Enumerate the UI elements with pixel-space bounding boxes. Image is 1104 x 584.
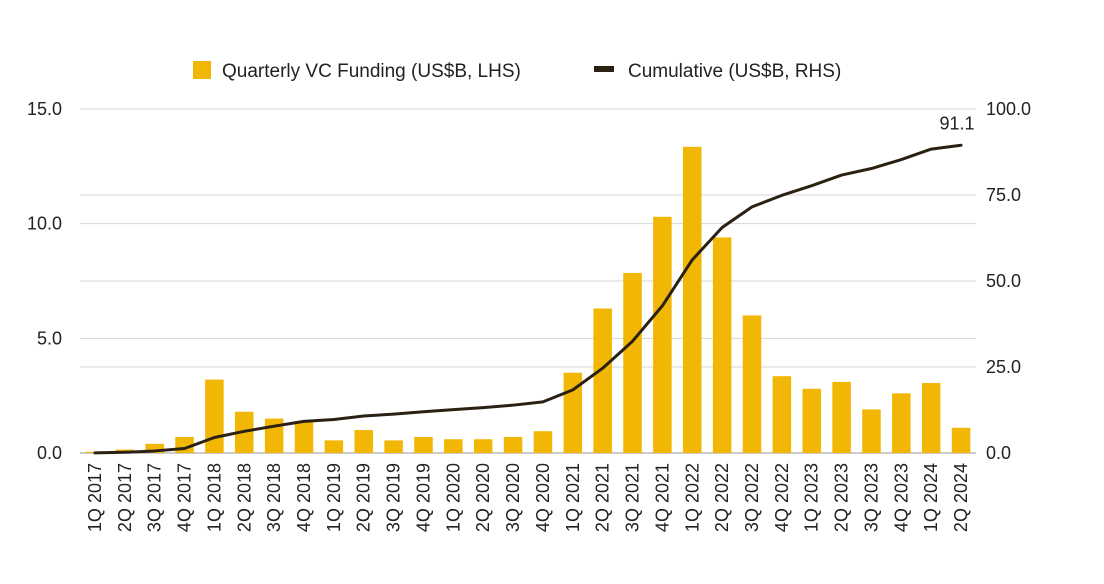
- bar-1q-2023: [802, 388, 821, 453]
- data-label: 91.1: [940, 114, 975, 134]
- x-tick-label: 1Q 2018: [204, 463, 224, 532]
- x-tick-label: 4Q 2018: [294, 463, 314, 532]
- x-tick-label: 2Q 2023: [832, 463, 852, 532]
- x-tick-label: 3Q 2018: [264, 463, 284, 532]
- legend-bar-swatch: [193, 61, 211, 79]
- bar-series: [85, 146, 971, 453]
- gridlines: [80, 108, 976, 454]
- x-tick-label: 4Q 2019: [413, 463, 433, 532]
- bar-2q-2019: [354, 430, 373, 453]
- x-tick-label: 1Q 2023: [802, 463, 822, 532]
- bar-2q-2020: [473, 439, 493, 453]
- legend: Quarterly VC Funding (US$B, LHS) Cumulat…: [193, 61, 841, 82]
- bar-3q-2020: [503, 436, 523, 453]
- cumulative-line: [93, 143, 963, 455]
- bar-2q-2024: [951, 427, 971, 453]
- legend-line-label: Cumulative (US$B, RHS): [628, 61, 841, 82]
- x-tick-label: 4Q 2020: [533, 463, 553, 532]
- x-tick-label: 1Q 2021: [563, 463, 583, 532]
- left-tick-label: 5.0: [37, 328, 62, 348]
- left-tick-label: 15.0: [27, 99, 62, 119]
- x-tick-label: 2Q 2020: [473, 463, 493, 532]
- x-tick-label: 3Q 2022: [742, 463, 762, 532]
- x-tick-label: 2Q 2017: [115, 463, 135, 532]
- x-tick-label: 1Q 2024: [921, 463, 941, 532]
- bar-1q-2022: [683, 146, 702, 453]
- bar-1q-2024: [921, 383, 941, 453]
- x-tick-label: 4Q 2021: [652, 463, 672, 532]
- x-tick-label: 4Q 2022: [772, 463, 792, 532]
- bar-4q-2021: [653, 216, 672, 453]
- legend-line-swatch: [594, 66, 614, 72]
- bar-3q-2019: [384, 440, 403, 453]
- x-tick-label: 1Q 2017: [85, 463, 105, 532]
- line-series: [93, 143, 963, 455]
- x-tick-label: 3Q 2020: [503, 463, 523, 532]
- x-tick-label: 2Q 2024: [951, 463, 971, 532]
- right-tick-label: 100.0: [986, 99, 1031, 119]
- bar-3q-2023: [862, 409, 881, 453]
- x-tick-label: 1Q 2022: [682, 463, 702, 532]
- x-tick-label: 2Q 2018: [234, 463, 254, 532]
- bar-2q-2023: [832, 381, 851, 453]
- bar-4q-2020: [533, 431, 553, 453]
- x-tick-label: 3Q 2019: [384, 463, 404, 532]
- x-tick-label: 2Q 2019: [354, 463, 374, 532]
- right-y-axis: 0.0 25.0 50.0 75.0 100.0: [986, 99, 1031, 463]
- bar-3q-2017: [145, 443, 164, 453]
- left-tick-label: 0.0: [37, 443, 62, 463]
- right-tick-label: 0.0: [986, 443, 1011, 463]
- bar-1q-2019: [324, 440, 344, 453]
- x-tick-label: 2Q 2022: [712, 463, 732, 532]
- x-tick-label: 1Q 2020: [443, 463, 463, 532]
- legend-bar-label: Quarterly VC Funding (US$B, LHS): [222, 61, 521, 82]
- right-tick-label: 50.0: [986, 271, 1021, 291]
- bar-2q-2021: [593, 308, 612, 453]
- left-tick-label: 10.0: [27, 214, 62, 234]
- x-tick-label: 2Q 2021: [593, 463, 613, 532]
- right-tick-label: 75.0: [986, 185, 1021, 205]
- bar-4q-2023: [892, 393, 911, 453]
- bar-4q-2019: [414, 436, 433, 453]
- bar-2q-2022: [712, 237, 732, 453]
- bar-3q-2022: [742, 315, 762, 453]
- x-axis: 1Q 2017 2Q 2017 3Q 2017 4Q 2017 1Q 2018 2Q 20…: [85, 463, 971, 532]
- x-tick-label: 3Q 2017: [145, 463, 165, 532]
- x-tick-label: 4Q 2023: [891, 463, 911, 532]
- left-y-axis: 0.0 5.0 10.0 15.0: [27, 99, 62, 463]
- bar-1q-2018: [205, 379, 224, 453]
- x-tick-label: 3Q 2021: [623, 463, 643, 532]
- annotations: 91.1: [940, 114, 975, 134]
- bar-3q-2021: [623, 272, 642, 453]
- x-tick-label: 4Q 2017: [175, 463, 195, 532]
- bar-4q-2022: [772, 376, 792, 453]
- right-tick-label: 25.0: [986, 357, 1021, 377]
- bar-4q-2018: [294, 420, 314, 453]
- bar-1q-2020: [444, 439, 463, 453]
- x-tick-label: 3Q 2023: [861, 463, 881, 532]
- x-tick-label: 1Q 2019: [324, 463, 344, 532]
